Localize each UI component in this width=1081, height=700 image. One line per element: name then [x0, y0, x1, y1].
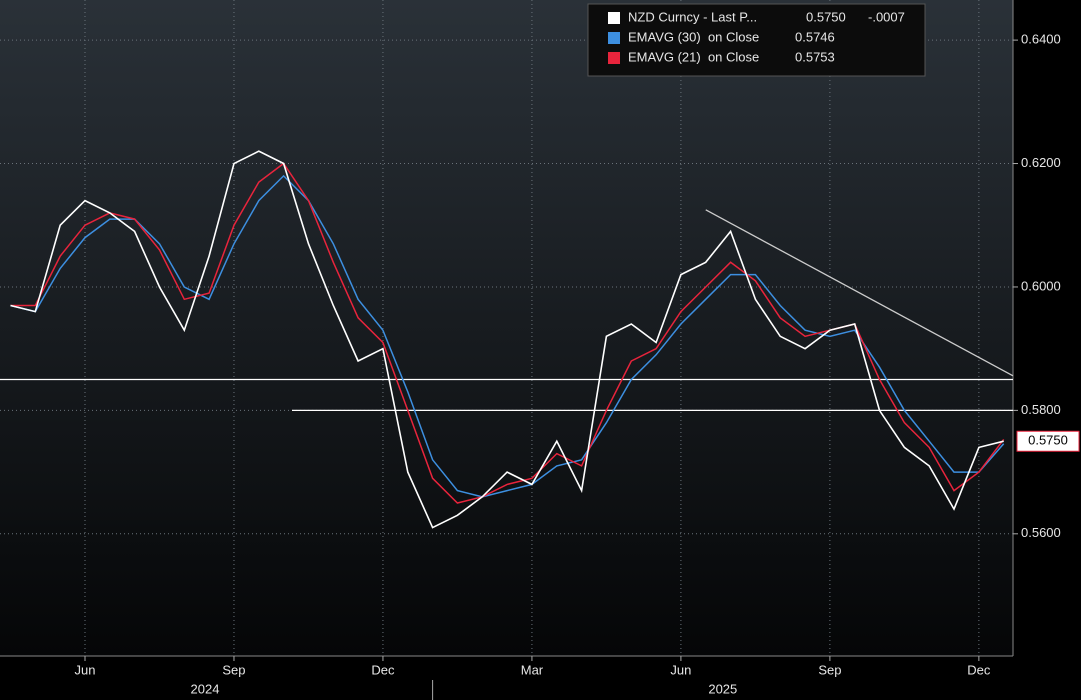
x-tick-label: Jun [670, 662, 691, 677]
year-label: 2024 [191, 681, 220, 696]
legend-label: EMAVG (30) on Close [628, 29, 759, 44]
legend-box [587, 3, 926, 77]
last-value-box [1016, 430, 1080, 452]
y-tick-label: 0.6000 [1021, 278, 1061, 293]
series-line [10, 150, 1004, 529]
legend-value: 0.5746 [795, 29, 835, 44]
legend: NZD Curncy - Last P... 0.5750 -.0007 EMAVG … [587, 3, 926, 77]
legend-swatch [608, 32, 620, 44]
legend-value: 0.5750 [806, 9, 846, 24]
legend-label: EMAVG (21) on Close [628, 49, 759, 64]
x-tick-label: Mar [521, 662, 544, 677]
series-line [10, 174, 1005, 498]
trend-line [705, 209, 1014, 377]
y-tick-label: 0.5800 [1021, 402, 1061, 417]
x-tick-label: Sep [222, 662, 245, 677]
legend-swatch [608, 52, 620, 64]
legend-value: 0.5753 [795, 49, 835, 64]
y-tick-label: 0.5600 [1021, 525, 1061, 540]
x-tick-label: Dec [371, 662, 395, 677]
legend-change: -.0007 [868, 9, 905, 24]
x-tick-label: Sep [818, 662, 841, 677]
x-tick-label: Dec [967, 662, 991, 677]
legend-swatch [608, 12, 620, 24]
plot-background [0, 0, 1013, 656]
last-value-label: 0.5750 [1028, 433, 1068, 448]
year-label: 2025 [708, 681, 737, 696]
legend-label: NZD Curncy - Last P... [628, 9, 757, 24]
x-tick-label: Jun [75, 662, 96, 677]
y-tick-label: 0.6200 [1021, 155, 1061, 170]
y-tick-label: 0.6400 [1021, 32, 1061, 47]
